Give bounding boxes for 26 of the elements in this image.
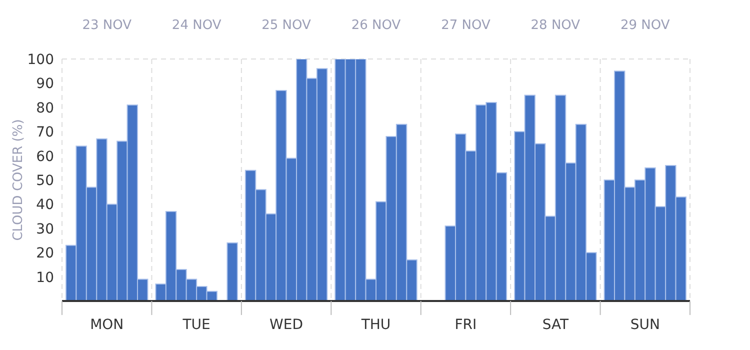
x-tick-label: SAT [542, 317, 569, 333]
x-tick-label: FRI [454, 317, 477, 333]
y-tick-label: 20 [36, 246, 54, 262]
y-tick-label: 30 [36, 221, 54, 238]
y-tick-label: 80 [36, 100, 54, 116]
text: 29 NOV [620, 18, 670, 33]
text: 24 NOV [172, 18, 222, 33]
y-tick-label: 70 [36, 124, 54, 141]
y-axis-title: CLOUD COVER (%) [11, 119, 26, 241]
y-tick-label: 50 [36, 172, 54, 189]
y-tick-label: 10 [36, 270, 54, 286]
y-tick-label: 40 [36, 197, 54, 214]
y-tick-label: 90 [36, 76, 54, 92]
y-tick-label: 100 [27, 52, 54, 68]
x-tick-label: WED [270, 317, 304, 333]
text: 27 NOV [441, 18, 490, 33]
text: 25 NOV [262, 18, 312, 33]
text: 28 NOV [530, 18, 580, 33]
bar [226, 242, 238, 301]
text: 26 NOV [351, 18, 401, 33]
x-tick-label: TUE [182, 317, 210, 333]
y-tick-label: 60 [36, 148, 54, 165]
x-tick-label: THU [360, 317, 391, 333]
x-tick-label: MON [90, 317, 124, 333]
x-tick-label: SUN [630, 317, 660, 333]
text: 23 NOV [82, 18, 132, 33]
